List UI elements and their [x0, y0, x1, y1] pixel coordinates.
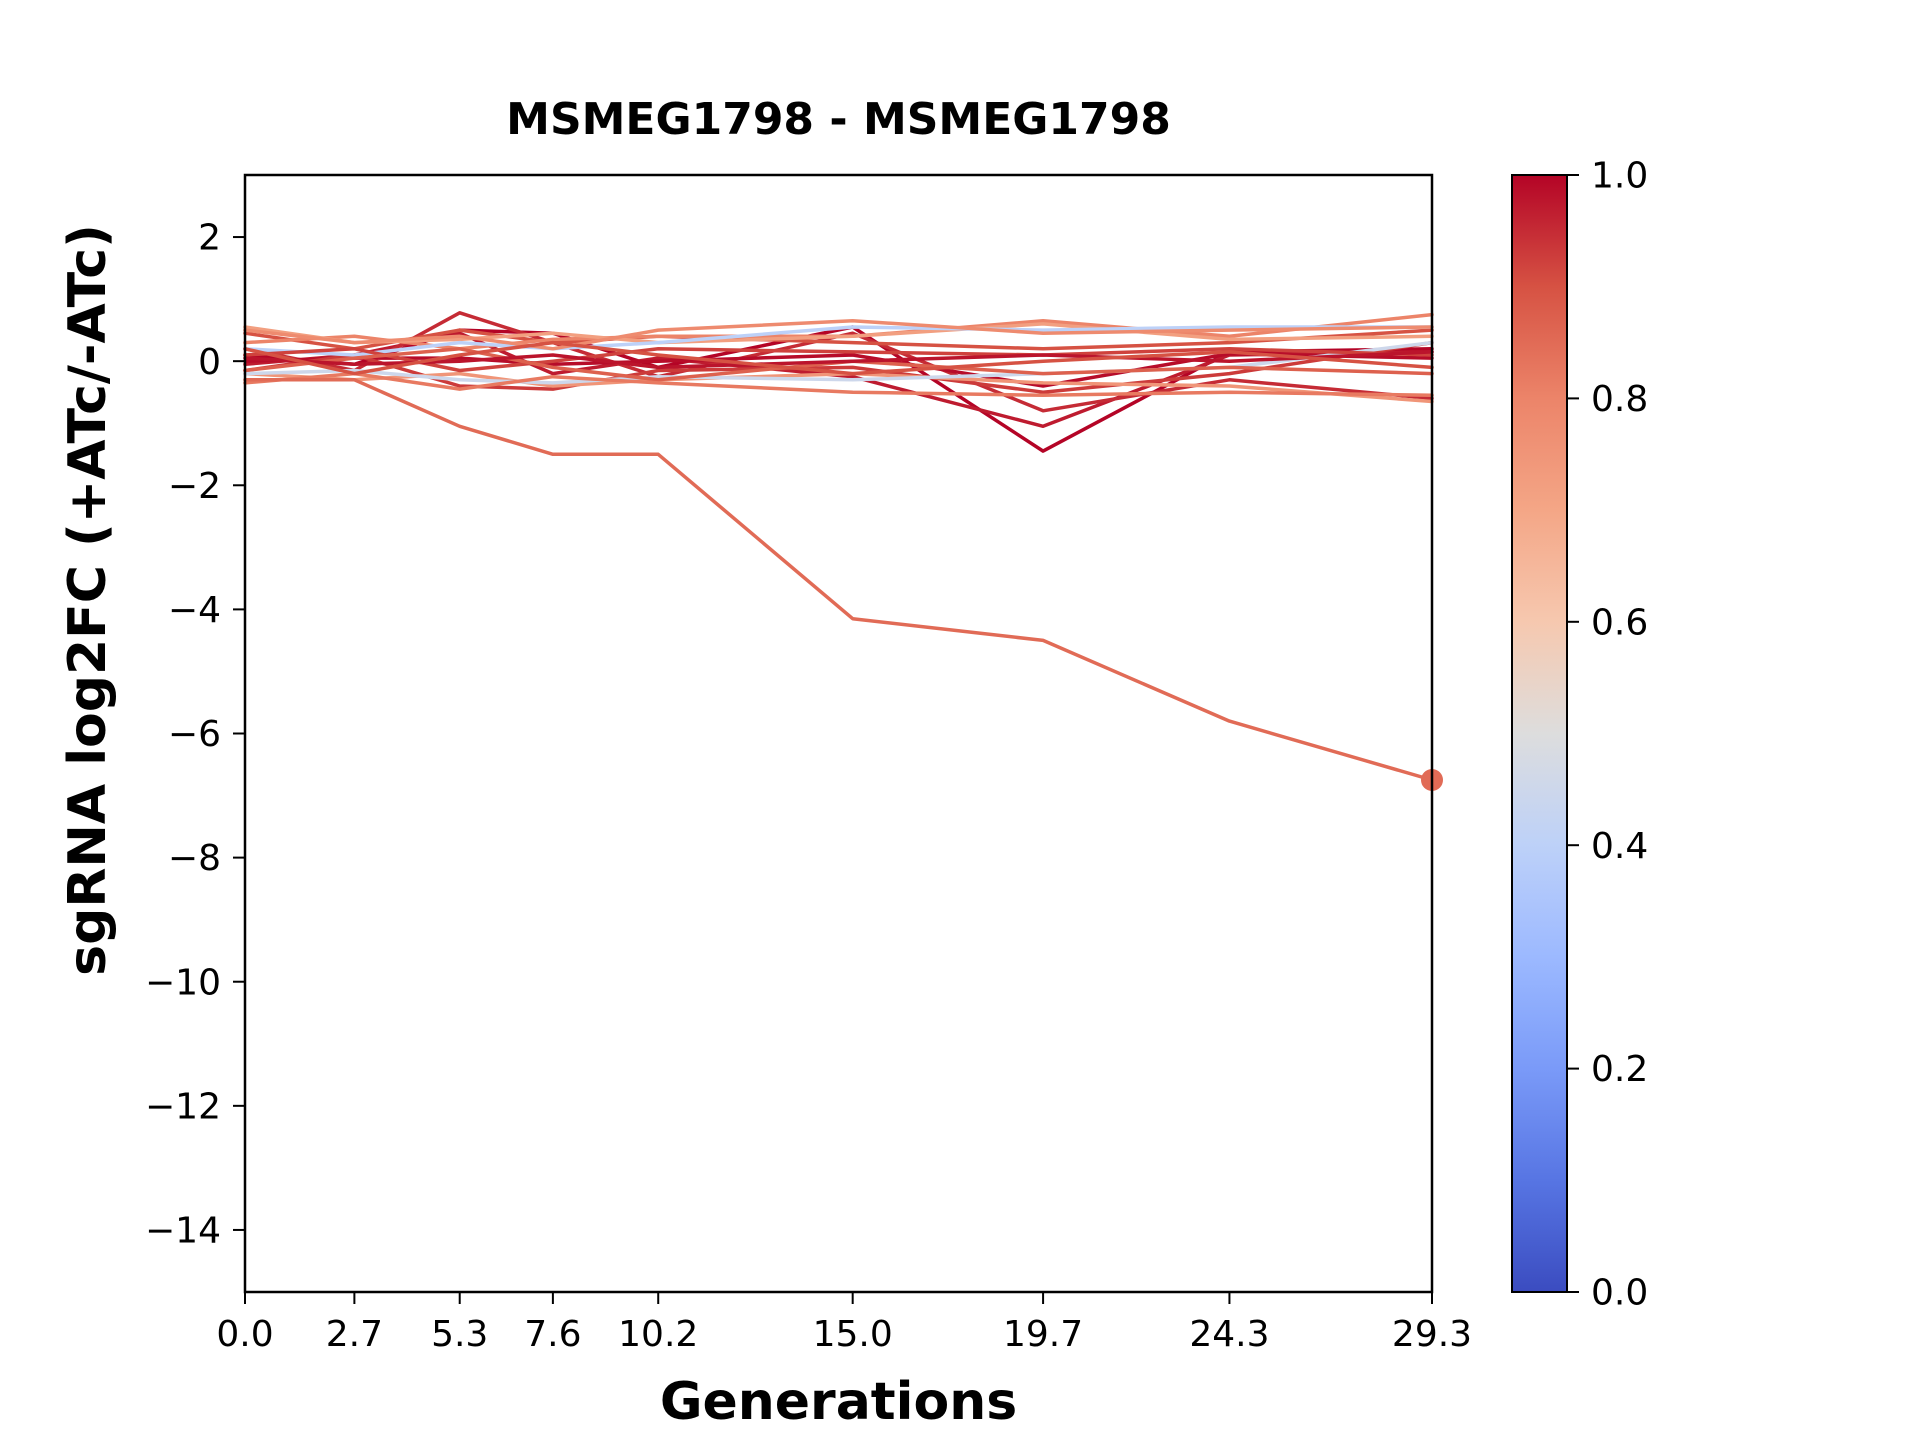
x-tick-label: 19.7	[1003, 1314, 1083, 1355]
series-line	[243, 378, 1434, 782]
colorbar-tick-label: 0.6	[1591, 602, 1648, 643]
colorbar-tick-label: 0.2	[1591, 1049, 1648, 1090]
x-tick-label: 24.3	[1189, 1314, 1269, 1355]
x-tick-label: 5.3	[431, 1314, 488, 1355]
series-line	[243, 325, 1434, 357]
series-line	[243, 319, 1434, 351]
y-tick-label: −12	[145, 1086, 221, 1127]
y-tick-label: −8	[168, 838, 221, 879]
x-tick-label: 2.7	[326, 1314, 383, 1355]
y-tick-label: −6	[168, 714, 221, 755]
x-tick-label: 7.6	[524, 1314, 581, 1355]
colorbar-tick-label: 0.0	[1591, 1273, 1648, 1314]
x-tick-label: 29.3	[1392, 1314, 1472, 1355]
series-line	[243, 347, 1434, 382]
colorbar-tick-label: 0.4	[1591, 826, 1648, 867]
colorbar-border	[1511, 174, 1568, 1293]
series-line	[243, 350, 1434, 370]
series-line	[243, 371, 1434, 398]
colorbar	[1512, 175, 1567, 1292]
y-tick-label: −2	[168, 466, 221, 507]
x-axis-label: Generations	[659, 1372, 1018, 1432]
colorbar-tick-label: 0.8	[1591, 379, 1648, 420]
chart-title: MSMEG1798 - MSMEG1798	[506, 94, 1171, 145]
series-line	[243, 351, 1434, 388]
y-tick-label: −4	[168, 590, 221, 631]
x-tick-label: 10.2	[618, 1314, 698, 1355]
colorbar-tick-label: 1.0	[1591, 156, 1648, 197]
series-line	[243, 340, 1434, 376]
y-tick-label: −14	[145, 1211, 221, 1252]
x-tick-label: 15.0	[813, 1314, 893, 1355]
series-line	[243, 340, 1434, 394]
x-tick-label: 0.0	[216, 1314, 273, 1355]
y-tick-label: 2	[198, 218, 221, 259]
y-tick-label: −10	[145, 962, 221, 1003]
y-tick-label: 0	[198, 342, 221, 383]
